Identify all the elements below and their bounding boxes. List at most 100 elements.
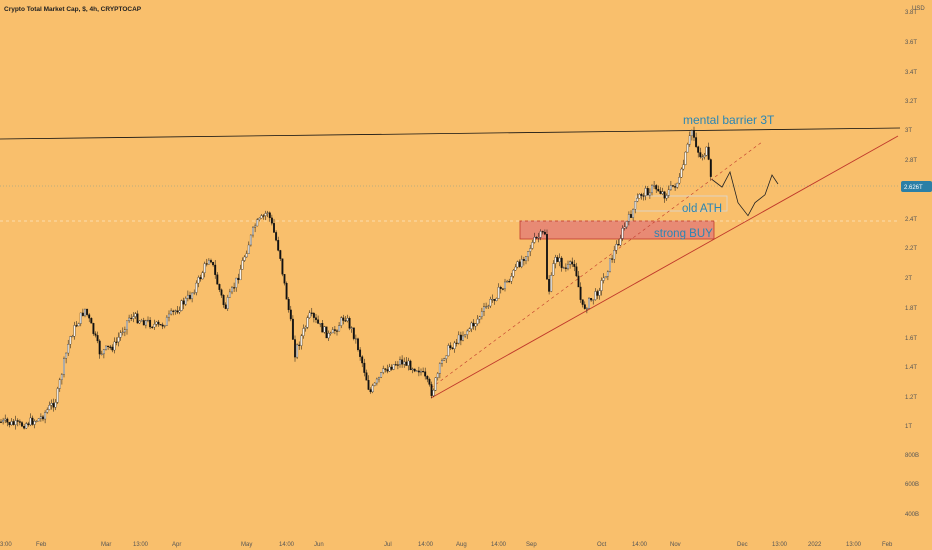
candle-body — [560, 257, 563, 268]
candle-body — [100, 353, 103, 355]
candle-body — [273, 223, 275, 233]
candle-body — [449, 345, 452, 349]
candle-body — [592, 299, 595, 301]
current-price-badge-bg — [901, 181, 932, 192]
candle-body — [281, 258, 284, 275]
candle-body — [243, 256, 246, 261]
candle-body — [501, 288, 504, 290]
candle-body — [380, 372, 383, 378]
candle-body — [600, 280, 603, 291]
candle-body — [2, 419, 5, 423]
candle-body — [642, 195, 645, 197]
candle-body — [27, 423, 30, 426]
candle-body — [222, 295, 225, 305]
candle-body — [161, 324, 164, 327]
candle-body — [388, 366, 391, 372]
x-tick-label: Feb — [36, 542, 47, 548]
candle-body — [147, 319, 149, 322]
candle-body — [596, 291, 599, 296]
candle-body — [79, 312, 82, 324]
candle-body — [0, 421, 2, 423]
candle-body — [184, 298, 187, 305]
candle-body — [56, 388, 59, 403]
candle-body — [218, 284, 221, 290]
candle-body — [123, 329, 126, 333]
y-tick-label: 2.4T — [905, 217, 917, 223]
candle-body — [527, 251, 530, 257]
candle-body — [539, 231, 542, 238]
candle-body — [107, 345, 110, 348]
candle-body — [340, 317, 343, 326]
candle-body — [390, 366, 393, 370]
candle-body — [63, 358, 65, 375]
candle-body — [485, 306, 488, 308]
candle-body — [352, 327, 355, 339]
x-tick-label: Jul — [384, 542, 392, 548]
candle-body — [407, 360, 410, 366]
candle-body — [31, 417, 34, 425]
candle-body — [300, 335, 303, 346]
candle-body — [210, 260, 212, 263]
candle-body — [535, 237, 538, 239]
x-tick-label: Apr — [172, 542, 181, 548]
candle-body — [283, 274, 286, 284]
candle-body — [289, 309, 292, 320]
candle-body — [207, 260, 210, 265]
candle-body — [709, 159, 712, 177]
candle-body — [659, 190, 662, 194]
candle-body — [369, 389, 372, 393]
candle-body — [260, 215, 263, 219]
candle-body — [165, 316, 168, 326]
candle-body — [258, 217, 261, 220]
candle-body — [69, 336, 72, 345]
candle-body — [126, 320, 128, 330]
candle-body — [138, 320, 141, 324]
candle-body — [594, 291, 597, 300]
candle-body — [682, 164, 685, 170]
y-tick-label: 400B — [905, 512, 919, 518]
candle-body — [588, 298, 590, 309]
y-tick-label: 3T — [905, 128, 912, 134]
candle-body — [18, 421, 21, 423]
candle-body — [327, 333, 330, 339]
candle-body — [338, 325, 341, 332]
candle-body — [333, 329, 336, 331]
candle-body — [541, 231, 544, 233]
resistance-line-3t — [0, 127, 901, 140]
candle-body — [365, 372, 368, 381]
candle-body — [392, 364, 395, 370]
candle-body — [212, 261, 215, 266]
candle-body — [35, 420, 38, 422]
candle-body — [111, 346, 114, 351]
candle-body — [277, 240, 280, 251]
candle-body — [445, 355, 448, 360]
candle-body — [21, 422, 23, 427]
candle-body — [516, 261, 519, 268]
candle-body — [619, 238, 622, 246]
candle-body — [569, 261, 572, 265]
candle-body — [436, 373, 439, 378]
candle-body — [142, 320, 145, 326]
candle-body — [361, 356, 364, 364]
y-tick-label: 3.2T — [905, 99, 917, 105]
candle-body — [44, 412, 47, 420]
candle-body — [180, 300, 183, 311]
candle-body — [96, 335, 99, 342]
y-tick-label: 1.2T — [905, 395, 917, 401]
candle-body — [657, 189, 660, 192]
y-tick-label: 2.8T — [905, 158, 917, 164]
candle-body — [497, 287, 500, 299]
candle-body — [10, 421, 13, 426]
candle-body — [247, 244, 250, 254]
candle-body — [201, 272, 204, 280]
candle-body — [512, 270, 515, 277]
candle-body — [228, 291, 231, 298]
candle-body — [113, 341, 116, 351]
candle-body — [514, 266, 517, 271]
candle-body — [342, 317, 345, 321]
candle-body — [306, 317, 309, 328]
candle-body — [491, 299, 494, 301]
candle-body — [571, 261, 574, 265]
candle-body — [264, 213, 267, 216]
candle-body — [627, 214, 630, 222]
